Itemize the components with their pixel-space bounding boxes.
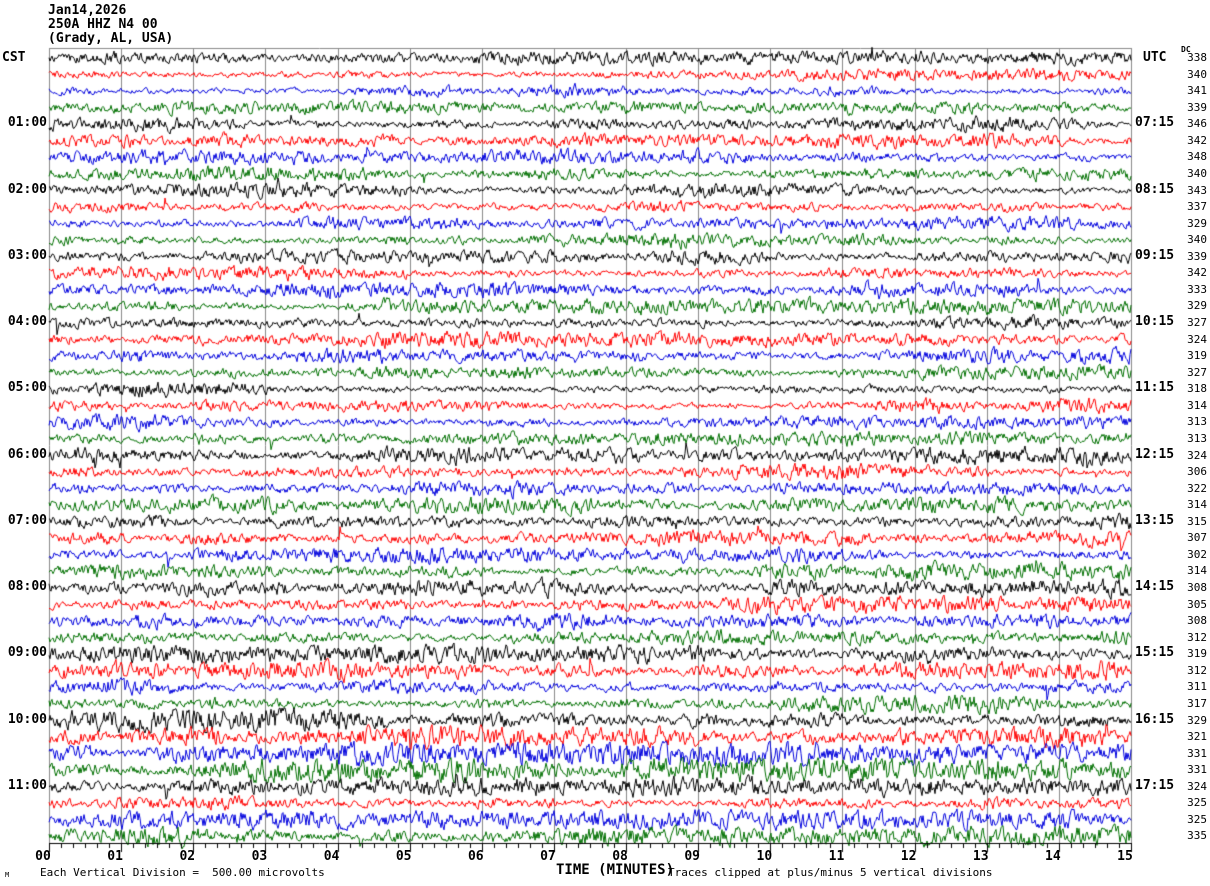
dc-offset-value: 319 <box>1187 349 1207 363</box>
dc-offset-value: 340 <box>1187 166 1207 180</box>
dc-offset-value: 308 <box>1187 581 1207 594</box>
dc-offset-value: 339 <box>1187 249 1207 263</box>
dc-offset-value: 335 <box>1187 829 1207 843</box>
x-tick-label: 07 <box>540 849 556 864</box>
dc-offset-value: 325 <box>1187 796 1207 810</box>
x-tick-label: 11 <box>828 849 845 864</box>
dc-offset-value: 338 <box>1187 51 1207 64</box>
dc-offset-value: 341 <box>1187 84 1207 98</box>
x-tick-label: 01 <box>107 849 123 864</box>
right-time-label: 15:15 <box>1135 645 1175 661</box>
dc-offset-value: 314 <box>1187 498 1207 512</box>
dc-offset-value: 342 <box>1187 266 1207 280</box>
dc-offset-value: 324 <box>1187 332 1207 346</box>
dc-offset-value: 325 <box>1187 812 1207 826</box>
right-time-label: 16:15 <box>1135 711 1175 727</box>
title-station-channel: 250A HHZ N4 00 <box>48 17 158 32</box>
x-tick-label: 05 <box>395 849 412 864</box>
dc-offset-value: 315 <box>1187 514 1207 528</box>
x-tick-label: 00 <box>35 849 51 864</box>
left-time-label: 04:00 <box>7 314 47 329</box>
x-tick-label: 15 <box>1117 849 1133 864</box>
dc-offset-value: 346 <box>1187 117 1207 131</box>
dc-offset-value: 342 <box>1187 133 1207 147</box>
left-time-label: 06:00 <box>7 446 47 462</box>
dc-offset-value: 321 <box>1187 730 1207 744</box>
left-time-label: 02:00 <box>7 181 47 197</box>
left-time-label: 01:00 <box>7 115 47 131</box>
dc-offset-value: 333 <box>1187 282 1207 296</box>
dc-column-header: DC <box>1181 45 1191 54</box>
title-date: Jan14,2026 <box>48 3 127 18</box>
left-time-label: 05:00 <box>7 380 47 396</box>
x-tick-label: 02 <box>179 849 196 864</box>
dc-offset-value: 329 <box>1187 216 1207 230</box>
right-time-label: 11:15 <box>1135 380 1175 396</box>
left-time-label: 10:00 <box>7 711 47 727</box>
x-tick-label: 03 <box>251 849 268 864</box>
left-time-label: 03:00 <box>7 247 47 263</box>
dc-offset-value: 306 <box>1187 465 1207 479</box>
clip-note: Traces clipped at plus/minus 5 vertical … <box>668 866 993 879</box>
dc-offset-value: 319 <box>1187 647 1207 661</box>
right-time-label: 13:15 <box>1135 512 1175 528</box>
dc-offset-value: 322 <box>1187 481 1207 495</box>
x-tick-label: 09 <box>684 849 701 864</box>
dc-offset-value: 305 <box>1187 597 1207 611</box>
dc-offset-value: 329 <box>1187 299 1207 313</box>
dc-offset-value: 311 <box>1187 680 1207 694</box>
scale-note: Each Vertical Division = 500.00 microvol… <box>40 866 325 879</box>
right-time-label: 14:15 <box>1135 579 1175 594</box>
x-tick-label: 14 <box>1045 849 1061 864</box>
right-time-label: 07:15 <box>1135 115 1175 131</box>
left-time-label: 09:00 <box>7 645 47 661</box>
left-time-label: 11:00 <box>7 777 47 793</box>
dc-offset-value: 331 <box>1187 746 1207 760</box>
right-time-label: 10:15 <box>1135 314 1175 329</box>
left-time-label: 08:00 <box>7 579 47 594</box>
dc-offset-value: 329 <box>1187 713 1207 727</box>
dc-offset-value: 324 <box>1187 448 1207 462</box>
dc-offset-value: 340 <box>1187 67 1207 81</box>
x-tick-label: 04 <box>323 849 340 864</box>
dc-offset-value: 314 <box>1187 398 1207 412</box>
dc-offset-value: 308 <box>1187 614 1207 628</box>
dc-offset-value: 324 <box>1187 779 1207 793</box>
dc-offset-value: 339 <box>1187 100 1207 114</box>
title-location: (Grady, AL, USA) <box>48 31 174 46</box>
dc-offset-value: 312 <box>1187 630 1207 644</box>
dc-offset-value: 302 <box>1187 547 1207 561</box>
right-time-label: 09:15 <box>1135 247 1175 263</box>
x-tick-label: 10 <box>756 849 773 864</box>
right-time-label: 08:15 <box>1135 181 1175 197</box>
dc-offset-value: 318 <box>1187 382 1207 396</box>
dc-offset-value: 312 <box>1187 663 1207 677</box>
dc-offset-value: 348 <box>1187 150 1207 164</box>
corner-mark: M <box>5 871 10 879</box>
dc-offset-value: 327 <box>1187 365 1207 379</box>
right-time-label: 12:15 <box>1135 446 1175 462</box>
left-axis-header-cst: CST <box>2 50 26 65</box>
right-axis-header-utc: UTC <box>1143 50 1167 65</box>
dc-offset-value: 307 <box>1187 531 1207 545</box>
x-tick-label: 06 <box>467 849 484 864</box>
dc-offset-value: 343 <box>1187 183 1207 197</box>
x-tick-label: 13 <box>972 849 989 864</box>
dc-offset-value: 313 <box>1187 431 1207 445</box>
dc-offset-value: 313 <box>1187 415 1207 429</box>
x-tick-label: 12 <box>900 849 917 864</box>
dc-offset-value: 337 <box>1187 200 1207 214</box>
dc-offset-value: 314 <box>1187 564 1207 578</box>
dc-offset-value: 331 <box>1187 763 1207 777</box>
dc-offset-value: 317 <box>1187 696 1207 710</box>
right-time-label: 17:15 <box>1135 777 1175 793</box>
x-axis-title: TIME (MINUTES) <box>556 862 675 878</box>
dc-offset-value: 340 <box>1187 233 1207 247</box>
dc-offset-value: 327 <box>1187 316 1207 329</box>
x-tick-label: 08 <box>612 849 628 864</box>
left-time-label: 07:00 <box>7 512 47 528</box>
